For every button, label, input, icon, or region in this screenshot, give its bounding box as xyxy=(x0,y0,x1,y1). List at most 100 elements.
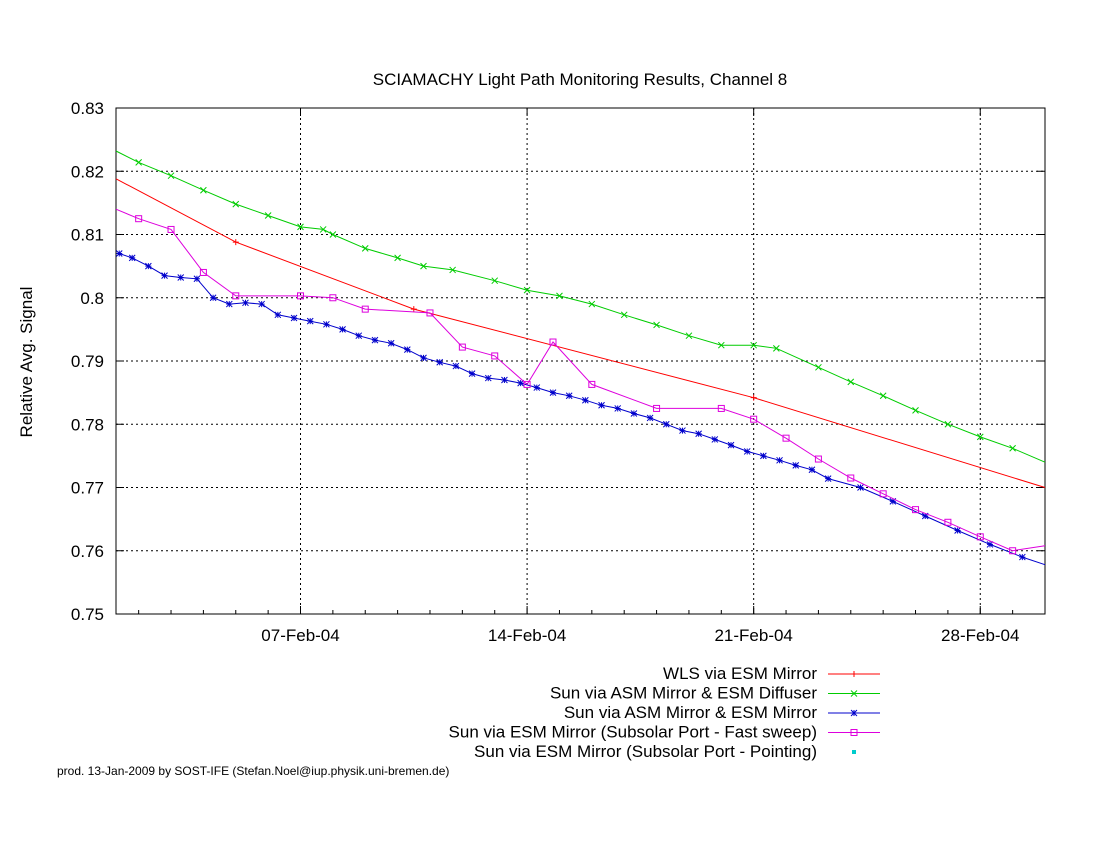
x-tick-label: 07-Feb-04 xyxy=(261,626,339,645)
series-2 xyxy=(115,150,1046,463)
legend-label: Sun via ESM Mirror (Subsolar Port - Fast… xyxy=(449,723,817,742)
data-point xyxy=(491,352,499,360)
data-point xyxy=(814,455,822,463)
data-point xyxy=(944,518,952,526)
legend-label: Sun via ESM Mirror (Subsolar Port - Poin… xyxy=(474,742,817,761)
data-point xyxy=(491,277,499,285)
series-line xyxy=(115,150,1046,463)
data-point xyxy=(549,338,557,346)
data-point xyxy=(319,226,327,233)
data-point xyxy=(792,462,800,469)
data-point xyxy=(711,436,719,443)
data-point xyxy=(847,378,855,386)
data-point xyxy=(588,300,596,308)
data-point xyxy=(857,484,864,491)
y-tick-label: 0.77 xyxy=(71,479,104,498)
grid xyxy=(116,108,1045,614)
data-point xyxy=(258,300,266,308)
data-point xyxy=(426,309,434,317)
data-point xyxy=(200,186,207,194)
data-point xyxy=(297,223,304,231)
data-point xyxy=(549,389,557,396)
data-point xyxy=(361,305,369,313)
y-tick-label: 0.78 xyxy=(71,415,104,434)
legend-label: Sun via ASM Mirror & ESM Mirror xyxy=(564,703,817,722)
y-tick-label: 0.76 xyxy=(71,542,104,561)
data-point xyxy=(128,254,136,262)
data-point xyxy=(225,300,233,308)
data-point xyxy=(436,358,444,366)
data-point xyxy=(717,341,725,349)
data-point xyxy=(167,172,175,180)
data-point xyxy=(565,392,573,400)
legend-label: Sun via ASM Mirror & ESM Diffuser xyxy=(550,684,817,703)
data-point xyxy=(517,379,524,387)
data-point xyxy=(371,336,379,344)
data-point xyxy=(232,292,240,300)
data-point xyxy=(750,341,758,349)
data-point xyxy=(743,448,751,455)
data-point xyxy=(501,376,508,384)
data-point xyxy=(782,434,790,442)
data-point xyxy=(772,344,780,352)
y-tick-label: 0.75 xyxy=(71,605,104,624)
data-point xyxy=(452,362,460,370)
data-point xyxy=(339,326,346,333)
legend-marker xyxy=(852,750,856,754)
x-tick-label: 14-Feb-04 xyxy=(488,626,566,645)
data-point xyxy=(986,541,994,548)
data-point xyxy=(695,430,703,438)
data-point xyxy=(484,374,492,382)
legend-marker xyxy=(851,671,857,677)
data-point xyxy=(523,380,531,388)
data-point xyxy=(679,427,686,434)
data-point xyxy=(620,311,628,319)
series-1 xyxy=(115,178,1046,488)
data-point xyxy=(717,404,725,412)
data-point xyxy=(556,292,563,300)
data-point xyxy=(879,490,887,498)
data-point xyxy=(329,231,337,238)
x-tick-label: 21-Feb-04 xyxy=(714,626,792,645)
data-point xyxy=(355,332,363,340)
data-point xyxy=(1009,444,1016,452)
y-tick-label: 0.8 xyxy=(80,289,104,308)
plot-area xyxy=(115,107,1046,615)
data-point xyxy=(685,332,693,340)
series-group xyxy=(115,150,1046,566)
series-3 xyxy=(115,250,1046,566)
data-point xyxy=(387,339,395,347)
y-tick-label: 0.83 xyxy=(71,99,104,118)
data-point xyxy=(582,396,589,404)
data-point xyxy=(598,401,605,409)
data-point xyxy=(420,354,427,362)
data-point xyxy=(976,433,984,441)
legend-marker xyxy=(850,709,858,717)
data-point xyxy=(468,370,476,378)
data-point xyxy=(306,317,314,325)
y-tick-label: 0.79 xyxy=(71,352,104,371)
data-point xyxy=(361,245,369,252)
series-line xyxy=(119,253,1046,566)
legend-label: WLS via ESM Mirror xyxy=(663,664,817,683)
data-point xyxy=(921,512,929,520)
y-tick-label: 0.82 xyxy=(71,162,104,181)
data-point xyxy=(458,343,466,351)
data-point xyxy=(242,299,249,307)
series-4 xyxy=(115,208,1046,555)
data-point xyxy=(889,498,897,505)
data-point xyxy=(523,286,531,294)
data-point xyxy=(232,239,239,246)
axis-ticks: 0.75 0.76 0.77 0.78 0.79 0.8 0.81 0.82 0.83 07-Fe… xyxy=(71,99,1046,645)
data-point xyxy=(209,294,217,302)
x-tick-label: 28-Feb-04 xyxy=(941,626,1019,645)
data-point xyxy=(954,527,961,534)
data-point xyxy=(329,294,337,302)
data-point xyxy=(776,456,783,464)
data-point xyxy=(662,420,670,428)
data-point xyxy=(323,320,330,328)
data-point xyxy=(653,404,661,412)
legend-marker xyxy=(850,729,858,736)
data-point xyxy=(403,346,411,353)
